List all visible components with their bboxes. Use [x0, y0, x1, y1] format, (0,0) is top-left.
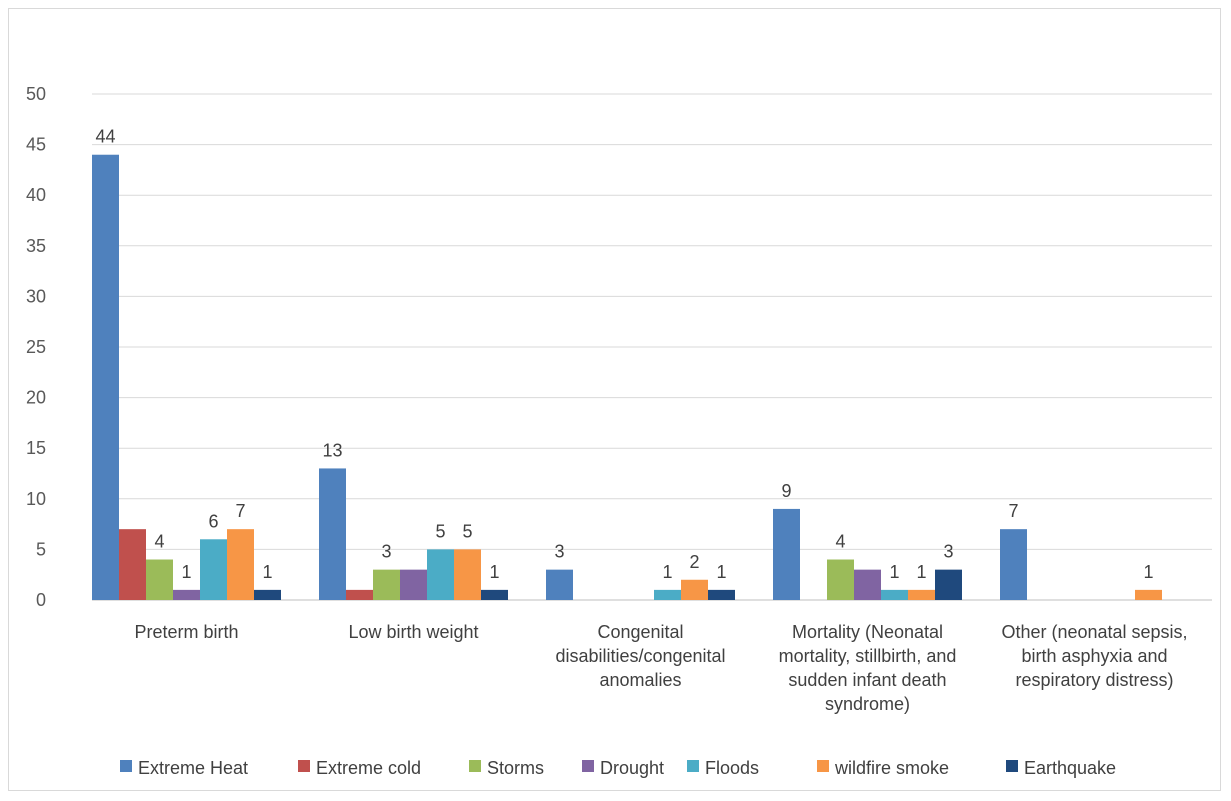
legend-label: Extreme Heat: [138, 758, 248, 778]
bar: [708, 589, 735, 600]
bar: [681, 579, 708, 600]
legend-swatch: [120, 760, 132, 772]
data-label: 3: [943, 542, 953, 562]
y-tick-label: 50: [26, 84, 46, 104]
category-label: syndrome): [825, 694, 910, 714]
legend-label: wildfire smoke: [834, 758, 949, 778]
category-label: Preterm birth: [134, 622, 238, 642]
category-label: Congenital: [597, 622, 683, 642]
category-label: Mortality (Neonatal: [792, 622, 943, 642]
data-label: 1: [181, 562, 191, 582]
bar: [454, 549, 481, 600]
category-label: Low birth weight: [348, 622, 478, 642]
y-tick-label: 30: [26, 286, 46, 306]
data-label: 1: [662, 562, 672, 582]
legend-label: Storms: [487, 758, 544, 778]
y-tick-label: 15: [26, 438, 46, 458]
category-label: disabilities/congenital: [555, 646, 725, 666]
data-label: 4: [154, 532, 164, 552]
bar: [1000, 529, 1027, 600]
bar: [400, 569, 427, 600]
bar: [935, 569, 962, 600]
legend: Extreme Heat Extreme cold Storms Drought Flo…: [120, 758, 1116, 778]
category-label: sudden infant death: [788, 670, 946, 690]
bar: [146, 559, 173, 600]
gridlines: [92, 93, 1212, 601]
bar: [200, 539, 227, 600]
data-label: 13: [322, 440, 342, 460]
y-tick-label: 40: [26, 185, 46, 205]
bar: [827, 559, 854, 600]
data-label: 9: [781, 481, 791, 501]
category-label: mortality, stillbirth, and: [779, 646, 957, 666]
data-label: 1: [916, 562, 926, 582]
bar: [881, 589, 908, 600]
bar: [119, 529, 146, 600]
legend-swatch: [817, 760, 829, 772]
bar: [854, 569, 881, 600]
y-tick-label: 45: [26, 135, 46, 155]
bar: [346, 589, 373, 600]
legend-label: Floods: [705, 758, 759, 778]
data-label: 5: [462, 521, 472, 541]
chart-area: [8, 8, 1221, 791]
data-label: 1: [889, 562, 899, 582]
bar: [254, 589, 281, 600]
data-label: 44: [95, 127, 115, 147]
bar: [92, 154, 119, 600]
data-label: 7: [235, 501, 245, 521]
data-label: 1: [489, 562, 499, 582]
category-label: respiratory distress): [1015, 670, 1173, 690]
legend-swatch: [298, 760, 310, 772]
data-label: 4: [835, 532, 845, 552]
y-tick-label: 20: [26, 388, 46, 408]
bar: [654, 589, 681, 600]
data-label: 1: [716, 562, 726, 582]
bar: [481, 589, 508, 600]
legend-label: Earthquake: [1024, 758, 1116, 778]
legend-swatch: [582, 760, 594, 772]
bar: [908, 589, 935, 600]
legend-label: Drought: [600, 758, 664, 778]
category-label: birth asphyxia and: [1021, 646, 1167, 666]
data-label: 1: [262, 562, 272, 582]
y-tick-label: 10: [26, 489, 46, 509]
bar: [546, 569, 573, 600]
bar: [173, 589, 200, 600]
y-tick-label: 25: [26, 337, 46, 357]
bar: [1135, 589, 1162, 600]
legend-label: Extreme cold: [316, 758, 421, 778]
bar: [319, 468, 346, 600]
category-label: Other (neonatal sepsis,: [1001, 622, 1187, 642]
legend-swatch: [469, 760, 481, 772]
data-label: 3: [554, 542, 564, 562]
data-label: 2: [689, 552, 699, 572]
bar: [227, 529, 254, 600]
y-tick-label: 35: [26, 236, 46, 256]
legend-swatch: [1006, 760, 1018, 772]
bar: [427, 549, 454, 600]
y-axis-ticks: 0 5 10 15 20 25 30 35 40 45 50: [26, 84, 46, 610]
data-label: 1: [1143, 562, 1153, 582]
data-label: 5: [435, 521, 445, 541]
data-label: 6: [208, 511, 218, 531]
category-label: anomalies: [599, 670, 681, 690]
data-label: 3: [381, 542, 391, 562]
legend-swatch: [687, 760, 699, 772]
y-tick-label: 0: [36, 590, 46, 610]
bar: [373, 569, 400, 600]
bars: [92, 154, 1162, 600]
category-labels: Preterm birth Low birth weight Congenital d…: [134, 622, 1187, 714]
data-label: 7: [1008, 501, 1018, 521]
y-tick-label: 5: [36, 539, 46, 559]
bar: [773, 508, 800, 600]
